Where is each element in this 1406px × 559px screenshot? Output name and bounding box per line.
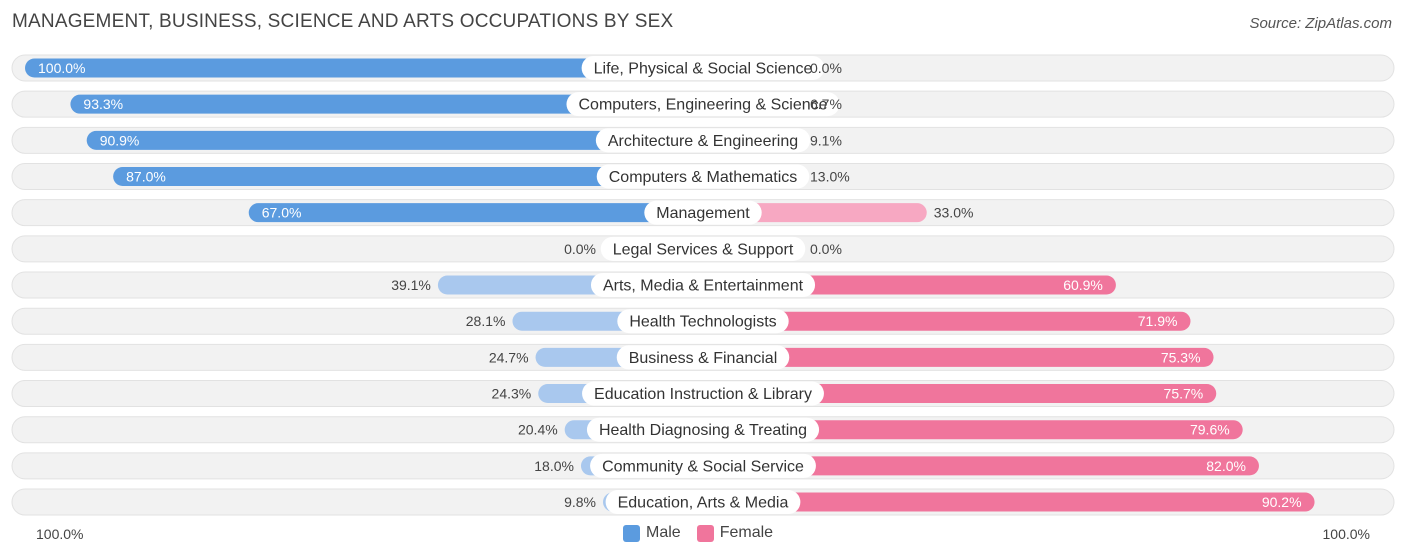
category-label-bg <box>586 417 820 442</box>
bar-male <box>248 203 704 223</box>
chart-row: Architecture & Engineering 90.9% 9.1% <box>11 126 1395 154</box>
male-value-label: 24.3% <box>492 386 532 402</box>
bar-male <box>113 167 703 187</box>
female-value-label: 60.9% <box>1063 277 1103 293</box>
category-label-bg <box>582 381 824 406</box>
chart-row: Management 67.0% 33.0% <box>11 199 1395 227</box>
chart-row: Education Instruction & Library 24.3% 75.7… <box>11 380 1395 408</box>
female-value-label: 90.2% <box>1262 494 1302 510</box>
category-label-bg <box>617 309 789 334</box>
male-value-label: 93.3% <box>83 96 123 112</box>
male-value-label: 18.0% <box>534 458 574 474</box>
male-value-label: 100.0% <box>38 60 85 76</box>
category-label-bg <box>596 164 810 189</box>
female-value-label: 9.1% <box>810 132 842 148</box>
category-label: Education, Arts & Media <box>618 495 789 512</box>
bar-female <box>703 384 1217 404</box>
chart-row: Community & Social Service 18.0% 82.0% <box>11 452 1395 480</box>
female-value-label: 75.7% <box>1164 386 1204 402</box>
chart-row: Education, Arts & Media 9.8% 90.2% <box>11 488 1395 516</box>
bar-female <box>703 347 1214 367</box>
female-value-label: 33.0% <box>934 205 974 221</box>
male-value-label: 67.0% <box>262 205 302 221</box>
bar-female <box>703 311 1191 331</box>
female-value-label: 0.0% <box>810 241 842 257</box>
female-value-label: 75.3% <box>1161 349 1201 365</box>
axis-left-label: 100.0% <box>36 526 84 542</box>
chart-title: MANAGEMENT, BUSINESS, SCIENCE AND ARTS O… <box>12 11 674 32</box>
legend: Male Female <box>623 524 789 542</box>
chart-row: Health Diagnosing & Treating 20.4% 79.6% <box>11 416 1395 444</box>
chart-row: Arts, Media & Entertainment 39.1% 60.9% <box>11 271 1395 299</box>
category-label-bg <box>566 92 840 117</box>
legend-female-label: Female <box>719 524 774 541</box>
male-value-label: 90.9% <box>100 132 140 148</box>
bar-female <box>703 492 1315 512</box>
category-label-bg <box>600 236 806 261</box>
category-label-bg <box>595 128 811 153</box>
legend-female: Female <box>696 524 774 542</box>
male-value-label: 87.0% <box>126 169 166 185</box>
category-label-bg <box>644 200 762 225</box>
category-label: Legal Services & Support <box>613 241 794 258</box>
legend-male-swatch <box>623 524 640 542</box>
female-value-label: 6.7% <box>810 96 842 112</box>
category-label: Management <box>656 205 750 222</box>
bar-male <box>86 130 703 150</box>
category-label: Health Diagnosing & Treating <box>599 422 807 439</box>
legend-male: Male <box>623 524 681 542</box>
category-label: Architecture & Engineering <box>608 133 798 150</box>
female-value-label: 0.0% <box>810 60 842 76</box>
category-label-bg <box>581 56 825 80</box>
category-label-bg <box>590 453 816 478</box>
category-label: Education Instruction & Library <box>594 386 812 403</box>
bar-female <box>703 456 1259 476</box>
axis-right-label: 100.0% <box>1322 526 1370 542</box>
category-label: Community & Social Service <box>602 458 804 475</box>
legend-male-label: Male <box>646 524 681 541</box>
legend-female-swatch <box>696 524 714 542</box>
category-label: Computers & Mathematics <box>609 169 798 186</box>
bar-male <box>25 58 703 78</box>
female-value-label: 82.0% <box>1206 458 1246 474</box>
female-value-label: 71.9% <box>1138 313 1178 329</box>
male-value-label: 9.8% <box>564 494 596 510</box>
category-label-bg <box>616 345 790 370</box>
source-label: Source: ZipAtlas.com <box>1249 15 1392 32</box>
female-value-label: 79.6% <box>1190 422 1230 438</box>
bar-chart: Life, Physical & Social Science 100.0% 0.0… <box>11 54 1395 516</box>
category-label-bg <box>605 490 801 515</box>
category-label: Health Technologists <box>629 314 776 331</box>
category-label: Business & Financial <box>629 350 778 367</box>
chart-row: Health Technologists 28.1% 71.9% <box>11 307 1395 335</box>
bar-female <box>703 420 1243 440</box>
male-value-label: 24.7% <box>489 349 529 365</box>
female-value-label: 13.0% <box>810 169 850 185</box>
category-label: Computers, Engineering & Science <box>578 97 827 114</box>
chart-row: Computers, Engineering & Science 93.3% 6.7… <box>11 90 1395 118</box>
category-label: Arts, Media & Entertainment <box>603 278 804 295</box>
male-value-label: 0.0% <box>564 241 596 257</box>
chart-row: Business & Financial 24.7% 75.3% <box>11 343 1395 371</box>
chart-row: Computers & Mathematics 87.0% 13.0% <box>11 163 1395 191</box>
male-value-label: 39.1% <box>391 277 431 293</box>
male-value-label: 20.4% <box>518 422 558 438</box>
category-label: Life, Physical & Social Science <box>594 61 813 78</box>
bar-male <box>70 94 703 114</box>
male-value-label: 28.1% <box>466 313 506 329</box>
chart-row: Life, Physical & Social Science 100.0% 0.0… <box>11 54 1395 82</box>
category-label-bg <box>590 273 816 298</box>
chart-row: Legal Services & Support 0.0% 0.0% <box>11 235 1395 263</box>
